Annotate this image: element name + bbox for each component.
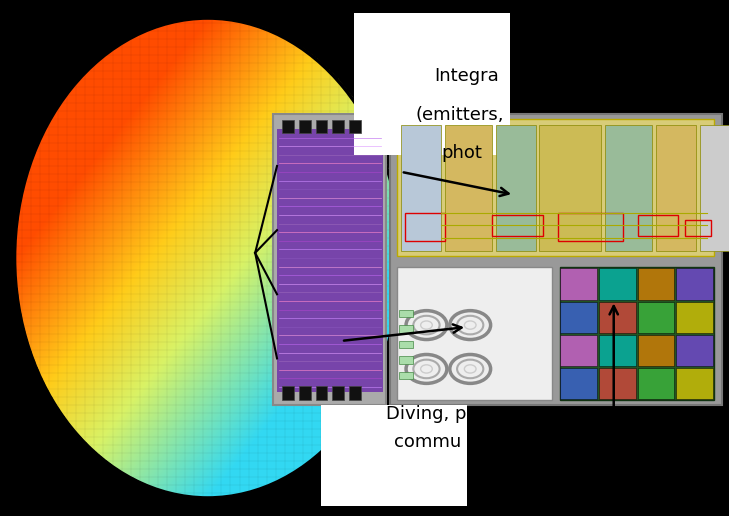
Bar — [656, 124, 696, 251]
Bar — [638, 335, 674, 366]
Bar — [399, 341, 413, 348]
Bar — [282, 386, 294, 400]
Bar — [401, 124, 441, 251]
Bar — [599, 301, 636, 333]
Bar — [561, 268, 597, 300]
Bar — [397, 119, 714, 256]
Bar — [332, 386, 344, 400]
Bar — [677, 335, 713, 366]
Bar — [390, 114, 722, 405]
Bar — [299, 120, 311, 133]
Bar — [354, 13, 510, 155]
Bar — [332, 120, 344, 133]
Bar — [282, 120, 294, 133]
Text: (emitters,: (emitters, — [416, 106, 504, 124]
Bar — [560, 267, 714, 400]
Bar — [558, 213, 623, 241]
Bar — [685, 220, 711, 236]
Bar — [273, 114, 386, 405]
Bar — [677, 368, 713, 399]
Bar — [677, 268, 713, 300]
Bar — [399, 310, 413, 317]
Bar — [399, 356, 413, 364]
Bar — [277, 129, 383, 392]
Text: phot: phot — [441, 144, 482, 163]
Bar — [638, 301, 674, 333]
Bar — [561, 368, 597, 399]
Bar — [492, 215, 543, 236]
Bar — [539, 124, 601, 251]
Bar — [349, 386, 361, 400]
Bar — [638, 268, 674, 300]
Bar — [700, 124, 729, 251]
Bar — [349, 120, 361, 133]
Bar — [638, 368, 674, 399]
Bar — [321, 405, 467, 506]
Bar — [399, 325, 413, 333]
Bar — [605, 124, 652, 251]
Bar — [599, 335, 636, 366]
Bar — [405, 213, 445, 241]
Text: commu: commu — [394, 433, 461, 452]
Bar — [316, 120, 327, 133]
Bar — [445, 124, 492, 251]
Bar — [316, 386, 327, 400]
Bar — [638, 215, 678, 236]
Bar — [399, 372, 413, 379]
Bar — [677, 301, 713, 333]
Bar — [561, 301, 597, 333]
Text: Diving, p: Diving, p — [386, 405, 467, 423]
Text: Integra: Integra — [434, 67, 499, 85]
Bar — [599, 368, 636, 399]
Bar — [496, 124, 536, 251]
Bar — [561, 335, 597, 366]
Bar — [599, 268, 636, 300]
Bar — [397, 267, 553, 400]
Bar — [299, 386, 311, 400]
